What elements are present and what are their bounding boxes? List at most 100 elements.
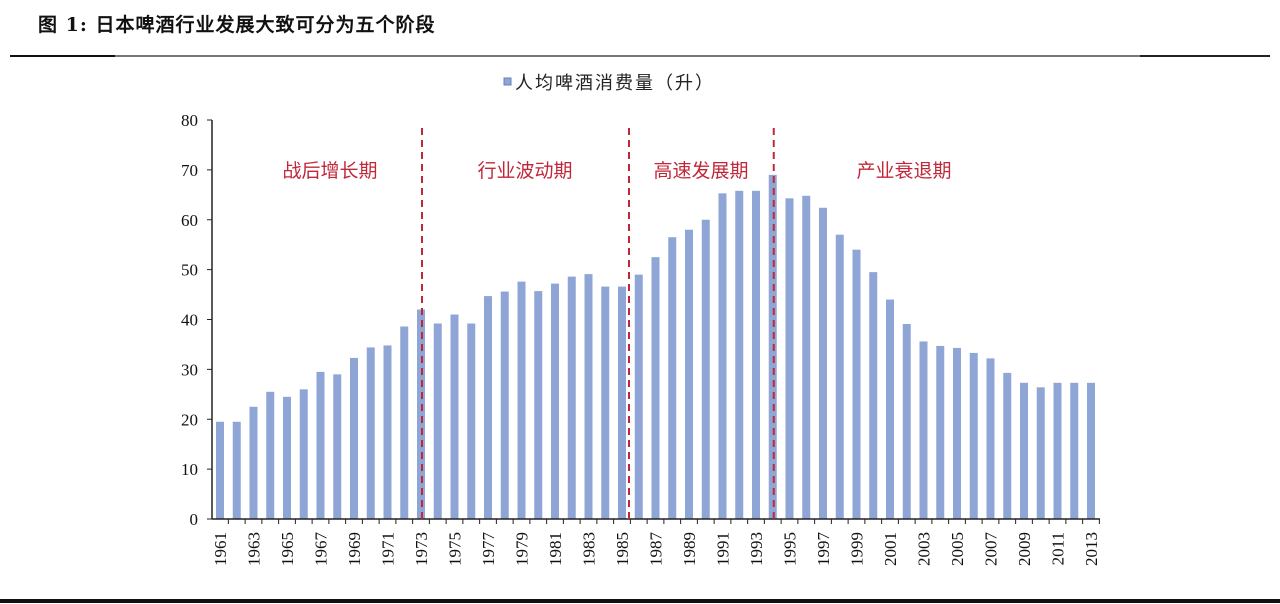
bar [366, 347, 375, 519]
bar [852, 249, 861, 520]
bar [701, 219, 710, 519]
bar [383, 345, 392, 519]
x-tick-label: 1995 [781, 532, 800, 566]
x-tick-label: 1981 [546, 532, 565, 566]
bar [919, 341, 928, 519]
x-tick-label: 2001 [881, 532, 900, 566]
x-tick-label: 1965 [278, 532, 297, 566]
bar [567, 276, 576, 519]
bar [718, 193, 727, 519]
bar [316, 371, 325, 519]
x-tick-label: 2013 [1082, 532, 1101, 566]
footer-rule [0, 599, 1280, 603]
bar [835, 234, 844, 519]
bar [433, 323, 442, 519]
x-tick-label: 1983 [580, 532, 599, 566]
x-tick-label: 1967 [312, 532, 331, 567]
x-tick-label: 1997 [814, 532, 833, 567]
phase-label: 产业衰退期 [856, 160, 951, 182]
bar [584, 274, 593, 519]
x-tick-label: 1975 [446, 532, 465, 566]
bar [1053, 382, 1062, 519]
x-tick-label: 2009 [1015, 532, 1034, 566]
x-tick-label: 1973 [412, 532, 431, 566]
bar [902, 323, 911, 519]
bar [819, 207, 827, 519]
y-tick-label: 30 [181, 360, 198, 379]
bar [534, 291, 543, 519]
header-rule-left [10, 55, 115, 57]
x-tick-label: 1987 [647, 532, 666, 567]
bar [484, 296, 492, 519]
x-tick-label: 1993 [747, 532, 766, 566]
x-tick-label: 2003 [915, 532, 934, 566]
bar [886, 299, 894, 519]
bar [1087, 382, 1095, 519]
bar [601, 286, 610, 519]
bar [1003, 372, 1012, 519]
bar [735, 190, 744, 519]
bar [500, 291, 509, 519]
x-tick-label: 1971 [379, 532, 398, 566]
bar [986, 358, 995, 519]
bar [249, 406, 258, 519]
bar [467, 323, 476, 519]
bar [802, 195, 811, 519]
y-tick-label: 40 [181, 311, 198, 330]
bar [953, 347, 961, 519]
legend-label: 人均啤酒消费量（升） [515, 73, 715, 94]
x-tick-label: 1999 [848, 532, 867, 566]
y-tick-label: 60 [181, 211, 198, 230]
bar [417, 309, 425, 519]
x-tick-label: 1977 [479, 532, 498, 567]
x-tick-label: 2007 [982, 532, 1001, 567]
bar [283, 396, 291, 519]
bar [969, 352, 978, 519]
y-tick-label: 20 [181, 410, 198, 429]
y-tick-label: 10 [181, 460, 198, 479]
x-tick-label: 1979 [513, 532, 532, 566]
y-tick-label: 0 [190, 510, 199, 529]
x-tick-label: 2011 [1049, 532, 1068, 565]
legend-swatch [503, 77, 512, 86]
header-rule-right [1140, 55, 1270, 57]
bar [651, 257, 660, 519]
y-tick-label: 80 [181, 111, 198, 130]
bar [1020, 382, 1028, 519]
x-tick-label: 1969 [345, 532, 364, 566]
y-tick-label: 70 [181, 161, 198, 180]
bar [400, 326, 409, 519]
bar [668, 237, 677, 520]
bar [266, 391, 275, 519]
bar [450, 314, 459, 519]
bar [869, 272, 878, 519]
bar [1036, 387, 1045, 519]
bar [551, 283, 559, 519]
bar [299, 389, 308, 519]
header-rule [115, 55, 1140, 57]
bar [333, 374, 342, 519]
x-tick-label: 1985 [613, 532, 632, 566]
x-tick-label: 2005 [948, 532, 967, 566]
phase-label: 行业波动期 [477, 160, 572, 182]
bar [232, 421, 241, 519]
y-tick-label: 50 [181, 261, 198, 280]
bar [936, 345, 945, 519]
x-tick-label: 1989 [680, 532, 699, 566]
bar [1070, 382, 1079, 519]
phase-label: 高速发展期 [653, 160, 748, 182]
bar [634, 274, 643, 519]
bar [752, 190, 760, 519]
x-tick-label: 1961 [211, 532, 230, 566]
figure-title: 图 1: 日本啤酒行业发展大致可分为五个阶段 [38, 14, 436, 36]
bar [350, 357, 358, 519]
x-tick-label: 1963 [245, 532, 264, 566]
bar [618, 286, 626, 519]
x-tick-label: 1991 [714, 532, 733, 566]
bar [785, 198, 794, 519]
bar [216, 421, 224, 519]
phase-label: 战后增长期 [282, 160, 377, 182]
bar [685, 229, 693, 519]
bar [517, 281, 526, 519]
